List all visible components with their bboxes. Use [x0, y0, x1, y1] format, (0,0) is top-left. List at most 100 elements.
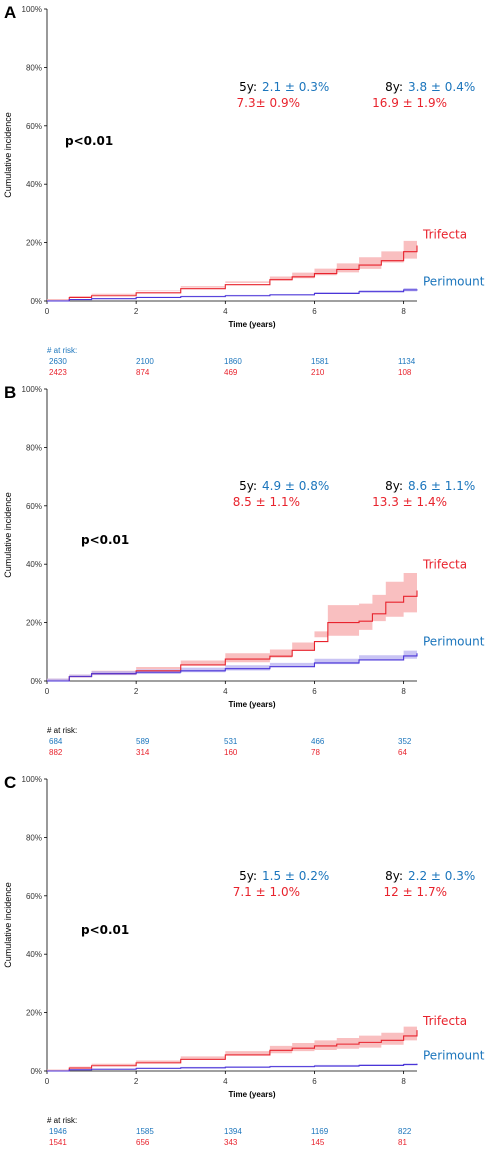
y-tick-label: 100%	[22, 5, 42, 14]
at-risk-title: # at risk:	[47, 346, 77, 355]
at-risk-trifecta: 343	[224, 1138, 238, 1147]
at-risk-perimount: 1134	[398, 357, 416, 366]
series-line-perimount	[47, 1063, 418, 1072]
at-risk-title: # at risk:	[47, 1116, 77, 1125]
chart-svg: A Cumulative incidence 0% 20% 40% 60% 80% 100% 0…	[3, 3, 485, 377]
at-risk-trifecta: 314	[136, 748, 150, 757]
series-label-perimount: Perimount	[423, 274, 485, 288]
x-tick-label: 6	[312, 687, 317, 696]
y-tick-label: 20%	[26, 619, 42, 628]
annotation-5y-perimount: 4.9 ± 0.8%	[262, 479, 329, 493]
at-risk-perimount: 1946	[49, 1127, 67, 1136]
annotation-5y-label: 5y:	[239, 869, 257, 883]
at-risk-trifecta: 656	[136, 1138, 150, 1147]
at-risk-trifecta: 1541	[49, 1138, 67, 1147]
x-tick-label: 0	[45, 307, 50, 316]
series-line-trifecta	[47, 1030, 418, 1072]
at-risk-perimount: 2630	[49, 357, 67, 366]
at-risk-perimount: 1860	[224, 357, 242, 366]
chart-panel-a: A Cumulative incidence 0% 20% 40% 60% 80% 100% 0…	[0, 0, 485, 395]
panel-label: C	[4, 773, 16, 792]
series-line-perimount	[47, 289, 418, 302]
chart-panel-b: B Cumulative incidence 0% 20% 40% 60% 80% 100% 0…	[0, 380, 485, 775]
panel-label: A	[4, 3, 16, 22]
at-risk-perimount: 822	[398, 1127, 412, 1136]
x-tick-label: 2	[134, 1077, 139, 1086]
series-label-perimount: Perimount	[423, 1049, 485, 1063]
x-tick-label: 0	[45, 1077, 50, 1086]
at-risk-perimount: 2100	[136, 357, 154, 366]
y-tick-label: 60%	[26, 122, 42, 131]
chart-svg: B Cumulative incidence 0% 20% 40% 60% 80% 100% 0…	[3, 383, 485, 757]
at-risk-perimount: 1581	[311, 357, 329, 366]
y-tick-label: 80%	[26, 833, 42, 842]
annotation-8y-label: 8y:	[385, 869, 403, 883]
confidence-band-trifecta	[47, 232, 417, 301]
y-tick-label: 100%	[22, 775, 42, 784]
y-tick-label: 40%	[26, 180, 42, 189]
series-line-perimount	[47, 653, 418, 682]
confidence-band-trifecta	[47, 562, 417, 681]
x-axis-label: Time (years)	[229, 320, 276, 329]
y-axis-label: Cumulative incidence	[3, 112, 13, 198]
annotation-8y-perimount: 3.8 ± 0.4%	[408, 80, 475, 94]
annotation-8y-label: 8y:	[385, 80, 403, 94]
x-tick-label: 0	[45, 687, 50, 696]
x-tick-label: 4	[223, 687, 228, 696]
annotation-5y-trifecta: 7.3± 0.9%	[237, 96, 300, 110]
x-axis-label: Time (years)	[229, 700, 276, 709]
y-tick-label: 40%	[26, 560, 42, 569]
at-risk-trifecta: 81	[398, 1138, 407, 1147]
y-axis-label: Cumulative incidence	[3, 882, 13, 968]
p-value: p<0.01	[65, 134, 113, 148]
at-risk-trifecta: 469	[224, 368, 238, 377]
series-label-perimount: Perimount	[423, 634, 485, 648]
y-tick-label: 40%	[26, 950, 42, 959]
series-label-trifecta: Trifecta	[422, 1014, 467, 1028]
x-axis-label: Time (years)	[229, 1090, 276, 1099]
confidence-band-perimount	[47, 1062, 417, 1071]
series-label-trifecta: Trifecta	[422, 227, 467, 241]
annotation-5y-perimount: 2.1 ± 0.3%	[262, 80, 329, 94]
at-risk-trifecta: 108	[398, 368, 412, 377]
y-tick-label: 80%	[26, 63, 42, 72]
at-risk-perimount: 352	[398, 737, 412, 746]
x-tick-label: 6	[312, 307, 317, 316]
at-risk-trifecta: 2423	[49, 368, 67, 377]
annotation-8y-label: 8y:	[385, 479, 403, 493]
x-tick-label: 4	[223, 1077, 228, 1086]
x-tick-label: 2	[134, 687, 139, 696]
y-tick-label: 60%	[26, 502, 42, 511]
annotation-8y-trifecta: 13.3 ± 1.4%	[372, 495, 447, 509]
at-risk-trifecta: 64	[398, 748, 407, 757]
annotation-5y-label: 5y:	[239, 479, 257, 493]
at-risk-trifecta: 145	[311, 1138, 325, 1147]
series-line-trifecta	[47, 245, 418, 302]
p-value: p<0.01	[81, 923, 129, 937]
annotation-8y-trifecta: 16.9 ± 1.9%	[372, 96, 447, 110]
series-label-trifecta: Trifecta	[422, 558, 467, 572]
at-risk-perimount: 466	[311, 737, 325, 746]
confidence-band-perimount	[47, 646, 417, 681]
y-tick-label: 60%	[26, 892, 42, 901]
annotation-5y-label: 5y:	[239, 80, 257, 94]
y-tick-label: 0%	[30, 297, 42, 306]
at-risk-perimount: 1169	[311, 1127, 329, 1136]
annotation-5y-perimount: 1.5 ± 0.2%	[262, 869, 329, 883]
at-risk-perimount: 589	[136, 737, 150, 746]
y-tick-label: 20%	[26, 1009, 42, 1018]
confidence-band-trifecta	[47, 1019, 417, 1071]
at-risk-perimount: 1394	[224, 1127, 242, 1136]
y-tick-label: 0%	[30, 677, 42, 686]
at-risk-trifecta: 210	[311, 368, 325, 377]
at-risk-trifecta: 882	[49, 748, 63, 757]
panel-label: B	[4, 383, 16, 402]
at-risk-trifecta: 160	[224, 748, 238, 757]
p-value: p<0.01	[81, 533, 129, 547]
at-risk-perimount: 684	[49, 737, 63, 746]
y-tick-label: 20%	[26, 239, 42, 248]
y-tick-label: 0%	[30, 1067, 42, 1076]
annotation-8y-perimount: 8.6 ± 1.1%	[408, 479, 475, 493]
annotation-8y-perimount: 2.2 ± 0.3%	[408, 869, 475, 883]
x-tick-label: 6	[312, 1077, 317, 1086]
